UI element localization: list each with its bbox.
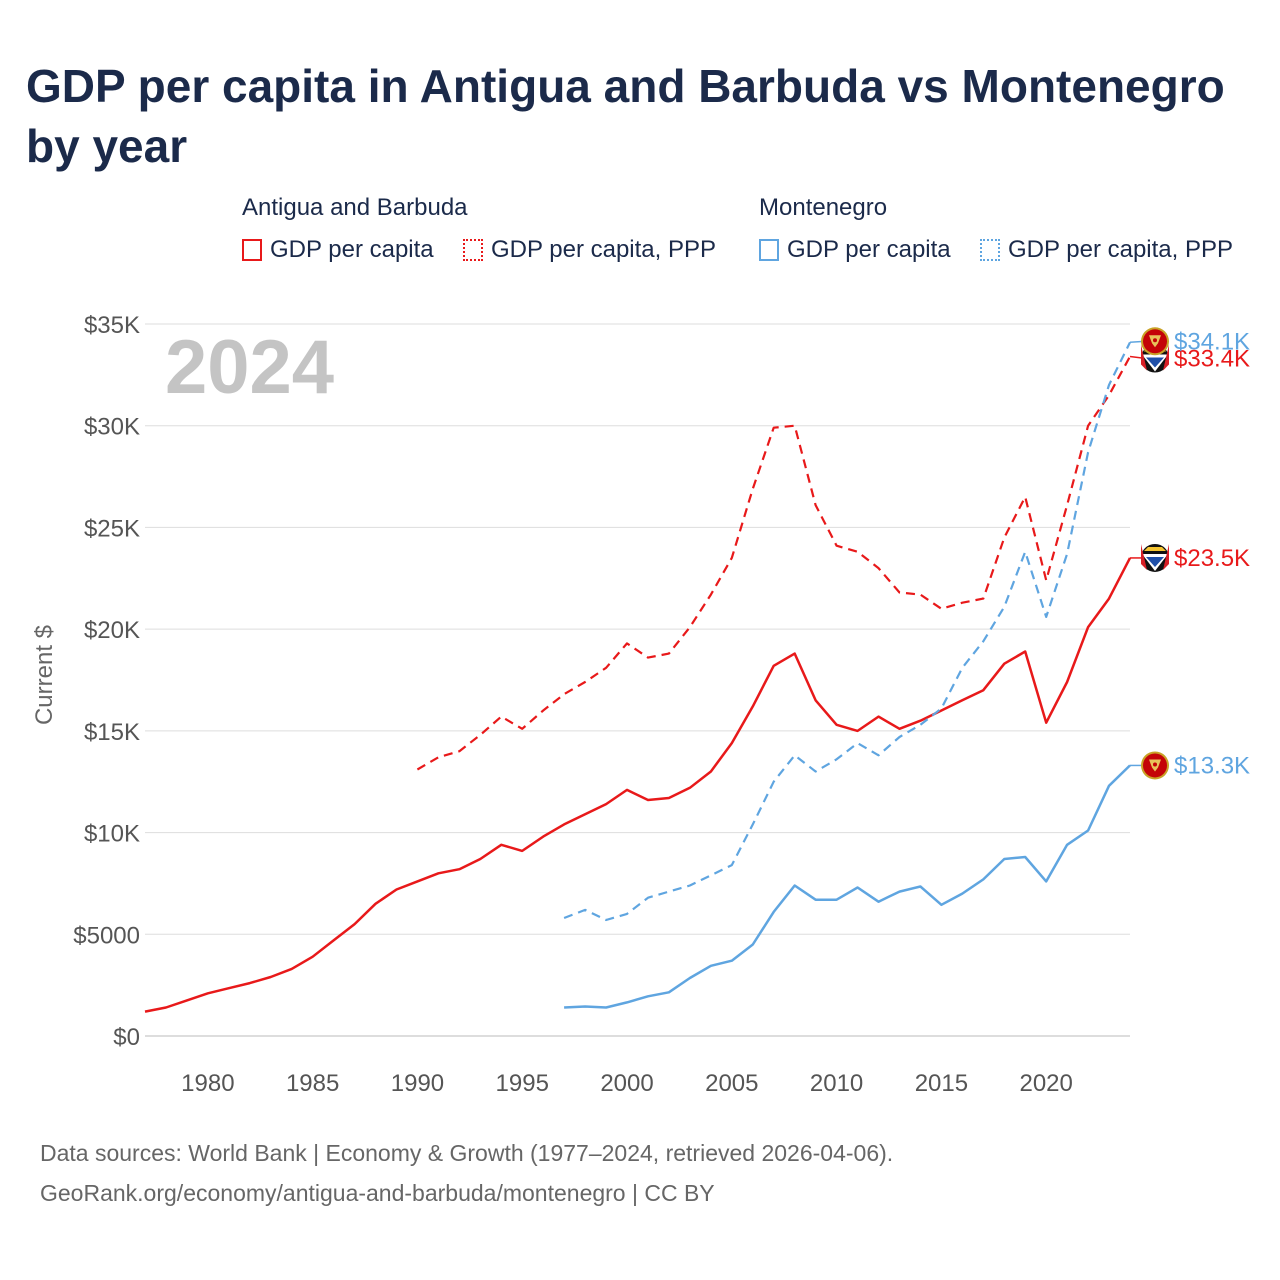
montenegro-flag-icon xyxy=(1141,751,1169,780)
legend-item-antigua-gdp[interactable]: GDP per capita xyxy=(242,234,434,266)
antigua-flag-icon xyxy=(1141,543,1169,572)
end-value-label: $23.5K xyxy=(1174,545,1250,572)
x-tick-label: 1990 xyxy=(391,1070,444,1097)
series-lines xyxy=(144,341,1132,1013)
footer-link[interactable]: GeoRank.org/economy/antigua-and-barbuda/… xyxy=(40,1180,715,1206)
y-axis-ticks: $0 $5000 $10K $15K $20K $25K $30K $35K xyxy=(73,312,140,1051)
end-value-label: $34.1K xyxy=(1174,328,1250,355)
series-line-3[interactable] xyxy=(563,341,1131,922)
x-tick-label: 2020 xyxy=(1019,1070,1072,1097)
y-tick-label: $15K xyxy=(84,719,140,746)
y-tick-label: $0 xyxy=(113,1024,140,1051)
legend-label: GDP per capita, PPP xyxy=(491,236,716,263)
x-tick-label: 1985 xyxy=(286,1070,339,1097)
series-line-2[interactable] xyxy=(564,764,1131,1009)
legend-swatch-antigua-solid xyxy=(242,239,262,261)
x-tick-label: 2005 xyxy=(705,1070,758,1097)
y-tick-label: $20K xyxy=(84,617,140,644)
legend-label: GDP per capita xyxy=(270,236,434,263)
x-tick-label: 2010 xyxy=(810,1070,863,1097)
legend-label: GDP per capita, PPP xyxy=(1008,236,1233,263)
y-tick-label: $5000 xyxy=(73,922,140,949)
legend-item-montenegro-ppp[interactable]: GDP per capita, PPP xyxy=(980,234,1233,266)
legend-label: GDP per capita xyxy=(787,236,951,263)
series-line-1[interactable] xyxy=(416,355,1131,771)
legend-group-antigua: Antigua and Barbuda xyxy=(242,194,468,221)
y-tick-label: $25K xyxy=(84,515,140,542)
legend-swatch-montenegro-solid xyxy=(759,239,779,261)
y-tick-label: $35K xyxy=(84,312,140,339)
footer-sources: Data sources: World Bank | Economy & Gro… xyxy=(40,1140,894,1166)
y-tick-label: $30K xyxy=(84,414,140,441)
x-tick-label: 1995 xyxy=(496,1070,549,1097)
end-labels: $23.5K $33.4K $13.3K $34.1K xyxy=(1129,327,1250,780)
legend-swatch-montenegro-dotted xyxy=(980,239,1000,261)
chart-title: GDP per capita in Antigua and Barbuda vs… xyxy=(26,60,1225,172)
x-axis-ticks: 1980 1985 1990 1995 2000 2005 2010 2015 2020 xyxy=(181,1070,1073,1097)
x-tick-label: 2000 xyxy=(600,1070,653,1097)
x-tick-label: 2015 xyxy=(915,1070,968,1097)
legend-item-antigua-ppp[interactable]: GDP per capita, PPP xyxy=(463,234,716,266)
year-watermark: 2024 xyxy=(165,325,334,410)
legend-swatch-antigua-dotted xyxy=(463,239,483,261)
legend-group-montenegro: Montenegro xyxy=(759,194,888,221)
y-axis-label: Current $ xyxy=(31,625,58,725)
legend-item-montenegro-gdp[interactable]: GDP per capita xyxy=(759,234,951,266)
y-tick-label: $10K xyxy=(84,821,140,848)
series-line-0[interactable] xyxy=(144,557,1132,1013)
gridlines xyxy=(145,323,1130,1037)
end-value-label: $33.4K xyxy=(1174,346,1250,373)
x-tick-label: 1980 xyxy=(181,1070,234,1097)
end-value-label: $13.3K xyxy=(1174,752,1250,779)
montenegro-flag-icon xyxy=(1141,327,1169,356)
